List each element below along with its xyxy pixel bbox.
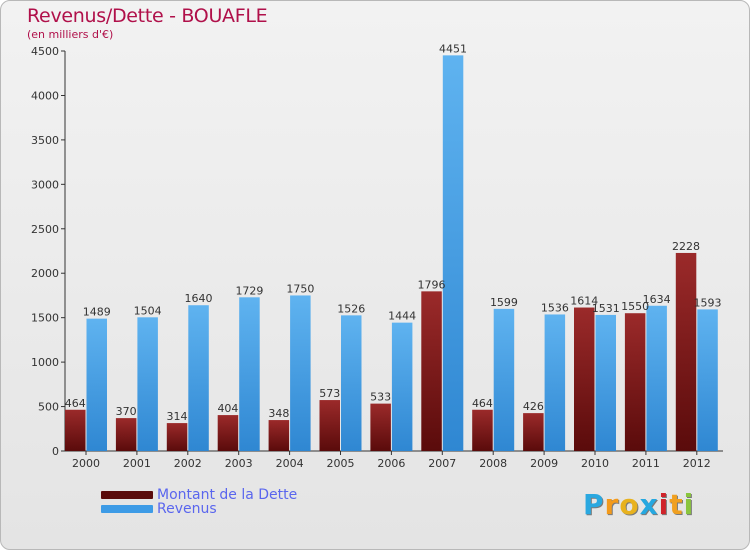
x-tick-label: 2005 <box>327 457 355 470</box>
bar-dette <box>675 252 697 451</box>
bar-dette <box>115 418 137 451</box>
legend-item-revenus: Revenus <box>101 501 217 517</box>
legend-item-dette: Montant de la Dette <box>101 487 297 503</box>
data-label-revenus: 1750 <box>286 282 314 295</box>
logo-letter: t <box>669 488 684 521</box>
data-label-revenus: 1599 <box>490 296 518 309</box>
legend-label-revenus: Revenus <box>157 501 217 517</box>
x-tick-label: 2012 <box>683 457 711 470</box>
y-tick-label: 500 <box>38 401 59 414</box>
x-tick-label: 2004 <box>276 457 304 470</box>
proxiti-logo: Proxiti <box>583 488 694 521</box>
bar-dette <box>268 420 290 451</box>
data-label-revenus: 1504 <box>134 304 162 317</box>
chart-subtitle: (en milliers d'€) <box>27 28 114 41</box>
data-label-revenus: 1640 <box>185 292 213 305</box>
data-label-dette: 533 <box>370 391 391 404</box>
data-label-dette: 1550 <box>621 300 649 313</box>
x-tick-label: 2009 <box>530 457 558 470</box>
chart-title: Revenus/Dette - BOUAFLE <box>27 5 268 27</box>
bar-revenus <box>391 322 413 451</box>
data-label-dette: 464 <box>65 397 86 410</box>
data-label-revenus: 1444 <box>388 310 416 323</box>
legend-swatch-dette <box>101 491 153 499</box>
bar-dette <box>574 307 595 451</box>
y-tick-label: 0 <box>52 445 59 458</box>
data-label-dette: 404 <box>217 402 238 415</box>
y-tick-label: 2000 <box>31 267 59 280</box>
bar-revenus <box>442 55 464 451</box>
bar-revenus <box>290 295 311 451</box>
x-tick-label: 2003 <box>225 457 253 470</box>
y-tick-label: 3500 <box>31 134 59 147</box>
data-label-revenus: 1489 <box>83 306 111 319</box>
bar-dette <box>65 409 86 451</box>
x-tick-label: 2002 <box>174 457 202 470</box>
data-label-dette: 1614 <box>570 295 598 308</box>
x-tick-label: 2010 <box>581 457 609 470</box>
data-label-revenus: 1536 <box>541 301 569 314</box>
bar-revenus <box>595 314 616 451</box>
x-tick-label: 2007 <box>428 457 456 470</box>
data-label-dette: 1796 <box>418 278 446 291</box>
bar-revenus <box>86 318 107 451</box>
bar-dette <box>472 409 493 451</box>
bar-dette <box>421 291 442 451</box>
bars <box>65 55 718 451</box>
bar-revenus <box>646 305 667 451</box>
y-tick-label: 1000 <box>31 356 59 369</box>
bar-dette <box>523 413 544 451</box>
y-tick-label: 4500 <box>31 45 59 58</box>
logo-letter: r <box>604 488 620 521</box>
y-tick-label: 1500 <box>31 312 59 325</box>
logo-letter: i <box>683 488 695 521</box>
x-tick-label: 2000 <box>72 457 100 470</box>
data-label-dette: 348 <box>268 407 289 420</box>
data-label-dette: 314 <box>167 410 188 423</box>
legend-swatch-revenus <box>101 505 153 513</box>
logo-letter: o <box>619 488 640 521</box>
bar-revenus <box>493 308 515 451</box>
x-tick-label: 2008 <box>479 457 507 470</box>
data-label-dette: 370 <box>116 405 137 418</box>
data-labels: 464 1489 370 1504 314 1640 404 1729 348 1750 573 15… <box>65 42 722 423</box>
logo-letter: i <box>658 488 670 521</box>
logo-letter: P <box>583 488 605 521</box>
x-tick-label: 2001 <box>123 457 151 470</box>
data-label-dette: 2228 <box>672 240 700 253</box>
bar-revenus <box>188 305 209 451</box>
logo-letter: x <box>639 488 659 521</box>
data-label-dette: 464 <box>472 397 493 410</box>
x-tick-label: 2011 <box>632 457 660 470</box>
data-label-dette: 573 <box>319 387 340 400</box>
bar-revenus <box>697 309 718 451</box>
bar-revenus <box>544 314 566 451</box>
bar-revenus <box>239 297 260 451</box>
y-tick-label: 4000 <box>31 89 59 102</box>
data-label-revenus: 1531 <box>592 302 620 315</box>
bar-dette <box>624 313 646 451</box>
bar-dette <box>319 400 340 451</box>
bar-dette <box>370 403 391 451</box>
data-label-revenus: 1526 <box>337 302 365 315</box>
bar-dette <box>166 423 188 451</box>
data-label-dette: 426 <box>523 400 544 413</box>
bar-revenus <box>341 315 362 451</box>
legend-label-dette: Montant de la Dette <box>157 487 298 503</box>
data-label-revenus: 1593 <box>694 296 722 309</box>
x-tick-label: 2006 <box>377 457 405 470</box>
y-tick-label: 2500 <box>31 223 59 236</box>
data-label-revenus: 4451 <box>439 42 467 55</box>
bar-revenus <box>137 317 158 451</box>
bar-dette <box>217 415 239 451</box>
data-label-revenus: 1634 <box>643 293 671 306</box>
y-tick-label: 3000 <box>31 178 59 191</box>
data-label-revenus: 1729 <box>235 284 263 297</box>
